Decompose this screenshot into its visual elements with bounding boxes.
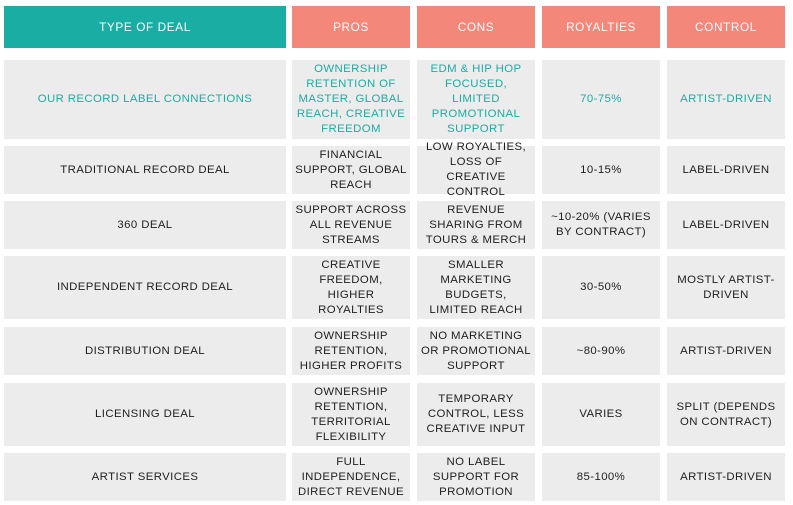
row-royalties: VARIES — [542, 383, 660, 446]
row-cons: NO LABEL SUPPORT FOR PROMOTION — [417, 453, 535, 501]
row-royalties: 30-50% — [542, 256, 660, 319]
row-deal-360-deal: 360 DEAL — [4, 201, 286, 249]
header-type-of-deal: TYPE OF DEAL — [4, 6, 286, 48]
row-control: MOSTLY ARTIST-DRIVEN — [667, 256, 785, 319]
row-royalties: 85-100% — [542, 453, 660, 501]
row-deal-traditional-record-deal: TRADITIONAL RECORD DEAL — [4, 146, 286, 194]
row-cons: LOW ROYALTIES, LOSS OF CREATIVE CONTROL — [417, 141, 535, 198]
row-cons: TEMPORARY CONTROL, LESS CREATIVE INPUT — [417, 383, 535, 446]
row-pros: FINANCIAL SUPPORT, GLOBAL REACH — [292, 146, 410, 194]
header-cons: CONS — [417, 6, 535, 48]
row-royalties: 10-15% — [542, 146, 660, 194]
row-deal-our-record-label-connections: OUR RECORD LABEL CONNECTIONS — [4, 60, 286, 139]
row-pros: OWNERSHIP RETENTION, HIGHER PROFITS — [292, 327, 410, 375]
row-control: LABEL-DRIVEN — [667, 146, 785, 194]
row-royalties: ~10-20% (VARIES BY CONTRACT) — [542, 201, 660, 249]
row-control: ARTIST-DRIVEN — [667, 327, 785, 375]
row-cons: NO MARKETING OR PROMOTIONAL SUPPORT — [417, 327, 535, 375]
row-deal-licensing-deal: LICENSING DEAL — [4, 383, 286, 446]
row-pros: SUPPORT ACROSS ALL REVENUE STREAMS — [292, 201, 410, 249]
row-deal-independent-record-deal: INDEPENDENT RECORD DEAL — [4, 256, 286, 319]
row-pros: CREATIVE FREEDOM, HIGHER ROYALTIES — [292, 256, 410, 319]
row-control: ARTIST-DRIVEN — [667, 60, 785, 139]
row-cons: EDM & HIP HOP FOCUSED, LIMITED PROMOTION… — [417, 60, 535, 139]
row-control: LABEL-DRIVEN — [667, 201, 785, 249]
row-pros: OWNERSHIP RETENTION OF MASTER, GLOBAL RE… — [292, 60, 410, 139]
row-pros: OWNERSHIP RETENTION, TERRITORIAL FLEXIBI… — [292, 383, 410, 446]
row-pros: FULL INDEPENDENCE, DIRECT REVENUE — [292, 453, 410, 501]
header-pros: PROS — [292, 6, 410, 48]
row-cons: SMALLER MARKETING BUDGETS, LIMITED REACH — [417, 256, 535, 319]
row-royalties: 70-75% — [542, 60, 660, 139]
row-cons: REVENUE SHARING FROM TOURS & MERCH — [417, 201, 535, 249]
header-royalties: ROYALTIES — [542, 6, 660, 48]
row-royalties: ~80-90% — [542, 327, 660, 375]
header-control: CONTROL — [667, 6, 785, 48]
row-deal-distribution-deal: DISTRIBUTION DEAL — [4, 327, 286, 375]
row-control: SPLIT (DEPENDS ON CONTRACT) — [667, 383, 785, 446]
row-deal-artist-services: ARTIST SERVICES — [4, 453, 286, 501]
row-control: ARTIST-DRIVEN — [667, 453, 785, 501]
